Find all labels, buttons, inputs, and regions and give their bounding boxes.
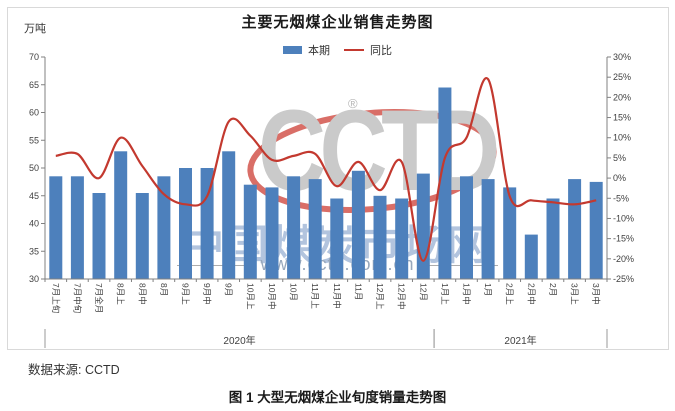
- x-axis-label: 1月: [483, 283, 493, 296]
- bar-11月上: [308, 179, 322, 279]
- x-axis-label: 1月中: [462, 283, 472, 305]
- left-axis-tick-label: 55: [29, 135, 39, 145]
- left-axis-tick-label: 50: [29, 163, 39, 173]
- bar-8月: [157, 176, 171, 279]
- x-axis-label: 10月: [289, 283, 299, 301]
- chart-title: 主要无烟煤企业销售走势图: [241, 14, 434, 31]
- data-source-label: 数据来源: CCTD: [28, 363, 120, 377]
- right-axis-tick-label: -20%: [613, 254, 634, 264]
- x-axis-label: 9月中: [202, 283, 212, 305]
- x-axis-label: 11月上: [310, 283, 320, 309]
- right-axis-tick-label: 20%: [613, 92, 631, 102]
- watermark-left-dash: [177, 265, 253, 266]
- bar-12月: [416, 173, 430, 279]
- x-axis-label: 7月全月: [94, 283, 104, 313]
- x-axis-label: 2月: [548, 283, 558, 296]
- left-axis-tick-label: 60: [29, 108, 39, 118]
- bar-3月上: [568, 179, 582, 279]
- x-axis-label: 10月上: [245, 283, 255, 310]
- x-axis-label: 2月上: [505, 283, 515, 305]
- bar-8月中: [135, 193, 149, 279]
- bar-11月: [351, 170, 365, 279]
- left-axis-tick-label: 65: [29, 80, 39, 90]
- yoy-line: [55, 77, 597, 262]
- right-axis-tick-label: 25%: [613, 72, 631, 82]
- right-axis-tick-label: 30%: [613, 52, 631, 62]
- x-axis-label: 12月: [418, 283, 428, 301]
- left-axis-tick-label: 30: [29, 274, 39, 284]
- x-axis-label: 10月中: [267, 283, 277, 309]
- x-axis-label: 9月: [224, 283, 234, 296]
- left-axis-tick-label: 35: [29, 246, 39, 256]
- legend-line-swatch: [344, 49, 364, 51]
- figure-caption: 图 1 大型无烟煤企业旬度销量走势图: [228, 390, 447, 405]
- bar-11月中: [330, 198, 344, 279]
- legend-label-current-period: 本期: [308, 45, 330, 57]
- watermark-registered-mark: ®: [348, 96, 358, 111]
- bar-10月中: [265, 187, 279, 279]
- right-axis-tick-label: -5%: [613, 193, 629, 203]
- x-axis-label: 7月中旬: [72, 283, 82, 313]
- right-axis-tick-label: 5%: [613, 153, 626, 163]
- bar-9月: [222, 151, 236, 279]
- bar-2月: [546, 198, 560, 279]
- left-axis-tick-label: 45: [29, 191, 39, 201]
- left-axis-tick-label: 40: [29, 219, 39, 229]
- x-axis-label: 8月中: [137, 283, 147, 305]
- bar-1月: [481, 179, 495, 279]
- x-axis-label: 11月中: [332, 283, 342, 309]
- x-axis-label: 12月上: [375, 283, 385, 310]
- bar-12月中: [395, 198, 409, 279]
- bar-7月中旬: [70, 176, 84, 279]
- x-axis-label: 8月上: [116, 283, 126, 305]
- bar-9月中: [200, 168, 214, 279]
- legend-bar-swatch: [283, 46, 302, 54]
- chart-border: [7, 7, 669, 350]
- legend-label-yoy: 同比: [370, 45, 392, 57]
- x-axis-label: 12月中: [397, 283, 407, 309]
- chart-legend: 本期 同比: [0, 42, 675, 58]
- x-axis-label: 8月: [159, 283, 169, 296]
- right-axis-tick-label: 10%: [613, 133, 631, 143]
- bar-2月上: [503, 187, 517, 279]
- left-axis-unit-label: 万吨: [24, 23, 46, 35]
- x-axis-label: 7月上旬: [51, 283, 61, 313]
- x-axis-label: 2月中: [526, 283, 536, 305]
- year-band-label: 2020年: [223, 334, 255, 347]
- bar-1月上: [438, 87, 452, 279]
- right-axis-tick-label: 0%: [613, 173, 626, 183]
- right-axis-tick-label: -25%: [613, 274, 634, 284]
- left-axis-tick-label: 70: [29, 52, 39, 62]
- bar-3月中: [589, 181, 603, 279]
- bar-12月上: [373, 195, 387, 280]
- bar-9月上: [179, 168, 192, 279]
- bar-7月全月: [92, 193, 106, 279]
- bar-10月: [287, 176, 301, 279]
- bar-10月上: [243, 184, 257, 279]
- chart-canvas: 30 35 40 45 50 55 60 65 70 30% 25% 20% 15% 10% 5% 0% -5%…: [29, 52, 634, 348]
- right-axis-tick-label: -10%: [613, 213, 634, 223]
- year-band-label: 2021年: [504, 334, 536, 347]
- bar-8月上: [114, 151, 128, 279]
- right-axis-tick-label: -15%: [613, 234, 634, 244]
- right-axis-tick-label: 15%: [613, 113, 631, 123]
- x-axis-label: 3月中: [591, 283, 601, 305]
- bar-2月中: [524, 234, 538, 279]
- x-axis-label: 9月上: [181, 283, 191, 305]
- bar-7月上旬: [49, 176, 63, 279]
- x-axis-label: 3月上: [570, 283, 580, 305]
- x-axis-label: 1月上: [440, 283, 450, 305]
- bar-1月中: [460, 176, 473, 279]
- x-axis-label: 11月: [353, 283, 363, 300]
